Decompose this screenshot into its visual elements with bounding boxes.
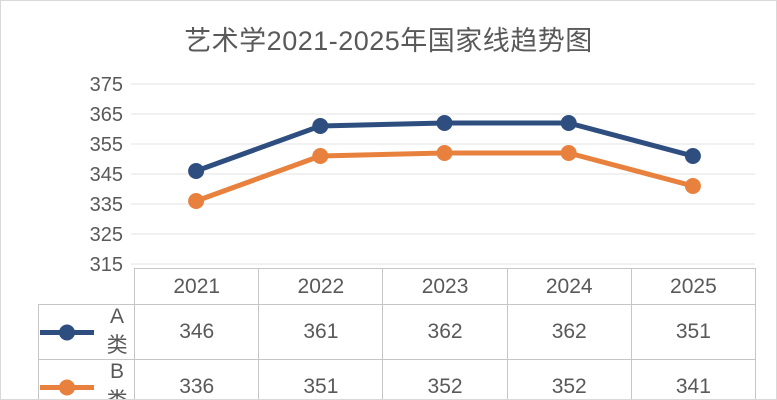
series-b-value-2024: 352	[506, 359, 632, 399]
svg-text:375: 375	[90, 74, 123, 96]
svg-text:325: 325	[90, 224, 123, 246]
year-header-2024: 2024	[506, 268, 632, 305]
series-b-value-2021: 336	[134, 359, 260, 399]
series-b-label: B类	[107, 360, 128, 399]
year-header-2021: 2021	[134, 268, 260, 305]
year-header-2025: 2025	[630, 268, 757, 305]
series-b-value-2025: 341	[630, 359, 757, 399]
svg-text:365: 365	[90, 104, 123, 126]
year-header-2023: 2023	[382, 268, 508, 305]
year-header-2022: 2022	[258, 268, 384, 305]
series-b-line-marker-icon	[40, 379, 94, 395]
table-header-row: 2021 2022 2023 2024 2025	[39, 268, 757, 305]
svg-text:335: 335	[90, 194, 123, 216]
chart-title: 艺术学2021-2025年国家线趋势图	[184, 26, 593, 56]
series-a-value-2021: 346	[134, 304, 260, 360]
legend-cell-series-a: A类	[37, 304, 136, 360]
series-a-label: A类	[106, 305, 128, 357]
table-corner-cell	[39, 269, 135, 305]
data-table: 2021 2022 2023 2024 2025 A类 346 361 362 …	[37, 268, 757, 399]
series-a-value-2024: 362	[506, 304, 632, 360]
series-a-value-2022: 361	[258, 304, 384, 360]
svg-text:315: 315	[90, 254, 123, 276]
legend-cell-series-b: B类	[37, 359, 136, 399]
series-a-line-marker-icon	[40, 324, 94, 340]
svg-text:345: 345	[90, 164, 123, 186]
svg-text:355: 355	[90, 134, 123, 156]
series-b-value-2022: 351	[258, 359, 384, 399]
series-a-value-2023: 362	[382, 304, 508, 360]
series-b-value-2023: 352	[382, 359, 508, 399]
series-a-value-2025: 351	[630, 304, 757, 360]
series-b-row: B类 336 351 352 352 341	[37, 359, 757, 399]
series-a-row: A类 346 361 362 362 351	[37, 304, 757, 360]
